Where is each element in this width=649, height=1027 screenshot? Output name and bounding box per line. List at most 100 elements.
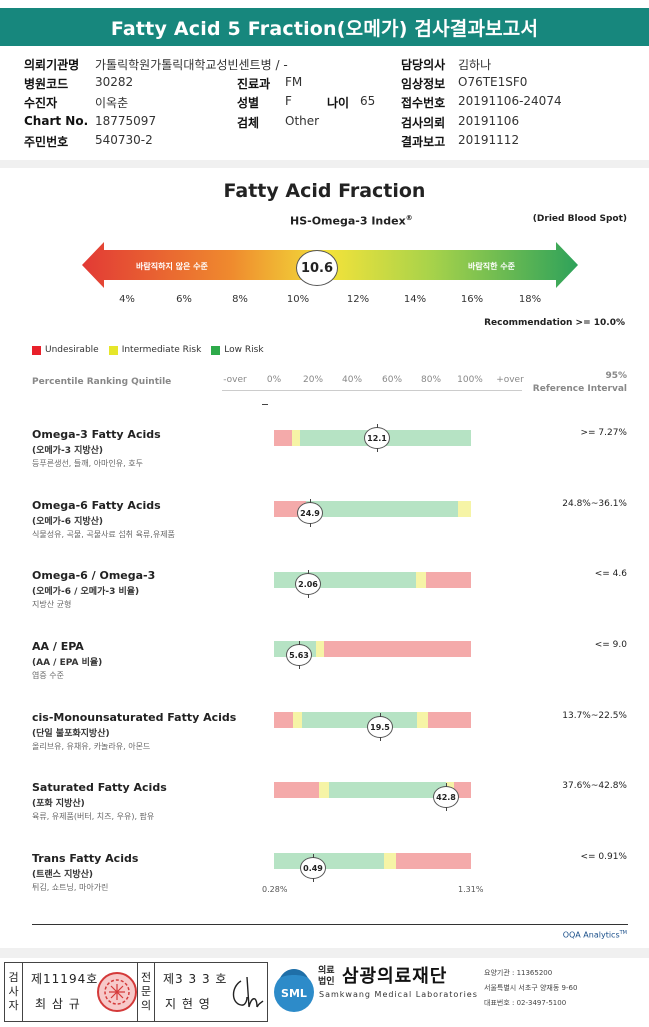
dash-mark [262, 404, 268, 405]
row-food-sources: 염증 수준 [32, 671, 64, 680]
dept-value: FM [285, 75, 303, 89]
result-marker: 24.9 [297, 499, 323, 527]
chart-label: Chart No. [24, 114, 89, 128]
gauge-tick: 12% [346, 294, 370, 305]
hospital-code-value: 30282 [95, 75, 134, 89]
specialist-license-no: 제3 3 3 호 [163, 972, 228, 986]
percentile-tick: 40% [341, 375, 363, 385]
request-date-value: 20191106 [458, 114, 520, 128]
legend-item-intermediate: Intermediate Risk [108, 345, 201, 355]
swatch-red [32, 345, 41, 355]
gauge-tick: 18% [518, 294, 542, 305]
oqa-analytics-credit: OQA AnalyticsTM [562, 930, 627, 940]
specimen-label: 검체 [237, 116, 260, 130]
request-date-label: 검사의뢰 [401, 116, 446, 130]
tester-seal-icon [97, 972, 137, 1012]
org-code: 요양기관 : 11365200 [484, 969, 553, 977]
row-name: Saturated Fatty Acids [32, 781, 167, 794]
rrn-value: 540730-2 [95, 133, 153, 147]
clinical-value: O76TE1SF0 [458, 75, 528, 89]
swatch-green [211, 345, 221, 355]
row-name: AA / EPA [32, 640, 84, 653]
omega3-index-value: 10.6 [296, 250, 338, 286]
row-name: Omega-6 Fatty Acids [32, 499, 161, 512]
row-food-sources: 튀김, 쇼트닝, 마아가린 [32, 883, 109, 892]
age-label: 나이 [327, 96, 350, 110]
trans-range-low: 0.28% [262, 885, 288, 894]
receipt-value: 20191106-24074 [458, 94, 562, 108]
row-name: Omega-6 / Omega-3 [32, 569, 156, 582]
row-subtitle: (포화 지방산) [32, 799, 85, 809]
trans-range-high: 1.31% [458, 885, 484, 894]
percentile-tick: 100% [457, 375, 483, 385]
row-reference: 13.7%~22.5% [562, 711, 627, 721]
report-bottom-line [32, 924, 628, 925]
gauge-tick: 4% [119, 294, 135, 305]
index-title: HS-Omega-3 Index® [290, 214, 413, 228]
result-marker: 5.63 [286, 641, 312, 669]
swatch-yellow [108, 345, 118, 355]
row-subtitle: (오메가-3 지방산) [32, 446, 104, 456]
percentile-tick: 60% [381, 375, 403, 385]
reference-interval-header: 95% Reference Interval [532, 371, 627, 394]
hospital-code-label: 병원코드 [24, 77, 69, 91]
tester-name: 최 삼 규 [35, 997, 81, 1011]
row-reference: 37.6%~42.8% [562, 781, 627, 791]
row-omega6-omega3-ratio: Omega-6 / Omega-3 (오메가-6 / 오메가-3 비율) 지방산… [0, 569, 649, 629]
undesirable-level-label: 바람직하지 않은 수준 [136, 262, 208, 271]
receipt-label: 접수번호 [401, 96, 446, 110]
legend-item-undesirable: Undesirable [32, 345, 99, 355]
row-name: Omega-3 Fatty Acids [32, 428, 161, 441]
trademark-mark: TM [619, 930, 627, 936]
row-food-sources: 올리브유, 유채유, 카놀라유, 아몬드 [32, 742, 151, 751]
row-food-sources: 지방산 균형 [32, 600, 72, 609]
result-marker: 19.5 [367, 713, 393, 741]
desirable-level-label: 바람직한 수준 [468, 262, 515, 271]
svg-text:SML: SML [281, 987, 307, 1000]
row-reference: 24.8%~36.1% [562, 499, 627, 509]
institution-value: 가톨릭학원가톨릭대학교성빈센트병 / - [95, 58, 288, 72]
age-value: 65 [360, 94, 376, 108]
row-trans: Trans Fatty Acids (트랜스 지방산) 튀김, 쇼트닝, 마아가… [0, 852, 649, 912]
row-cis-mufa: cis-Monounsaturated Fatty Acids (단일 불포화지… [0, 711, 649, 771]
org-address: 서울특별시 서초구 양재동 9-60 [484, 984, 578, 992]
rrn-label: 주민번호 [24, 135, 69, 149]
chart-value: 18775097 [95, 114, 157, 128]
row-aa-epa-ratio: AA / EPA (AA / EPA 비율) 염증 수준 <= 9.0 5.63 [0, 640, 649, 700]
row-subtitle: (단일 불포화지방산) [32, 729, 110, 739]
gauge-tick: 14% [403, 294, 427, 305]
row-subtitle: (오메가-6 지방산) [32, 517, 104, 527]
result-marker: 42.8 [433, 783, 459, 811]
gauge-tick: 16% [460, 294, 484, 305]
org-english-name: Samkwang Medical Laboratories [319, 990, 478, 999]
patient-value: 이옥춘 [95, 96, 129, 110]
org-phone: 대표번호 : 02-3497-5100 [484, 999, 567, 1007]
specimen-value: Other [285, 114, 320, 128]
chart-title: Fatty Acid Fraction [223, 180, 426, 202]
result-marker: 12.1 [364, 424, 390, 452]
tester-license-no: 제11194호 [31, 972, 99, 986]
row-reference: <= 9.0 [594, 640, 627, 650]
gauge-tick: 8% [232, 294, 248, 305]
row-food-sources: 등푸른생선, 들깨, 아마인유, 호두 [32, 459, 143, 468]
sample-type: (Dried Blood Spot) [532, 214, 627, 224]
doctor-value: 김하나 [458, 58, 492, 72]
sex-value: F [285, 94, 292, 108]
patient-info: 의뢰기관명 가톨릭학원가톨릭대학교성빈센트병 / - 병원코드 30282 진료… [0, 54, 649, 160]
patient-label: 수진자 [24, 96, 58, 110]
gauge-tick: 6% [176, 294, 192, 305]
percentile-tick: +over [496, 375, 524, 385]
recommendation: Recommendation >= 10.0% [484, 318, 625, 328]
row-subtitle: (AA / EPA 비율) [32, 658, 103, 668]
report-date-label: 결과보고 [401, 135, 446, 149]
report-date-value: 20191112 [458, 133, 520, 147]
org-type-tag: 의료 법인 [318, 966, 335, 987]
row-subtitle: (트랜스 지방산) [32, 870, 94, 880]
percentile-tick: 20% [302, 375, 324, 385]
row-name: cis-Monounsaturated Fatty Acids [32, 711, 237, 724]
footer-divider [0, 948, 649, 958]
sex-label: 성별 [237, 96, 260, 110]
